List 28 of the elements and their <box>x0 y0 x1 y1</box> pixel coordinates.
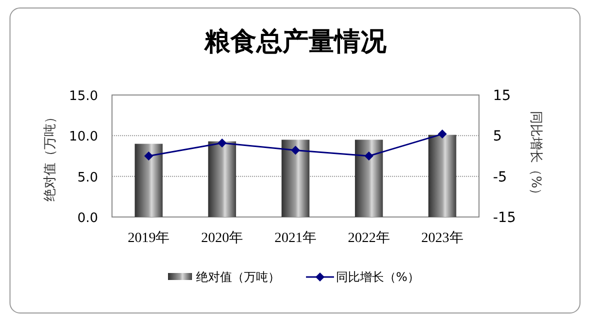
point <box>438 130 447 139</box>
bar <box>354 140 383 217</box>
y-axis-title: 绝对值（万吨） <box>43 110 58 202</box>
bar <box>208 141 236 217</box>
x-tick-label: 2022年 <box>348 230 390 246</box>
y2-tick-label: 5 <box>493 128 502 145</box>
y2-tick-label: -5 <box>493 169 507 186</box>
point <box>144 152 154 160</box>
y2-tick-label: 15 <box>493 88 511 104</box>
x-tick-label: 2020年 <box>201 230 244 246</box>
bar <box>134 144 163 217</box>
y-tick-label: 10.0 <box>69 130 98 145</box>
x-tick-label: 2021年 <box>274 230 316 246</box>
legend-label: 同比增长（%） <box>336 270 420 284</box>
bar <box>282 140 310 217</box>
point <box>291 146 300 155</box>
legend-label: 绝对值（万吨） <box>196 270 280 284</box>
point <box>218 138 227 148</box>
y-tick-label: 5.0 <box>77 170 98 186</box>
bar <box>428 134 456 217</box>
y-tick-label: 0.0 <box>77 211 98 226</box>
y2-axis-title: 同比增长（%） <box>528 110 543 202</box>
y-tick-label: 15.0 <box>69 89 98 104</box>
x-tick-label: 2023年 <box>421 230 464 246</box>
point <box>364 152 374 160</box>
y2-tick-label: -15 <box>493 210 516 226</box>
chart-title: 粮食总产量情况 <box>204 27 388 57</box>
x-tick-label: 2019年 <box>128 230 170 246</box>
